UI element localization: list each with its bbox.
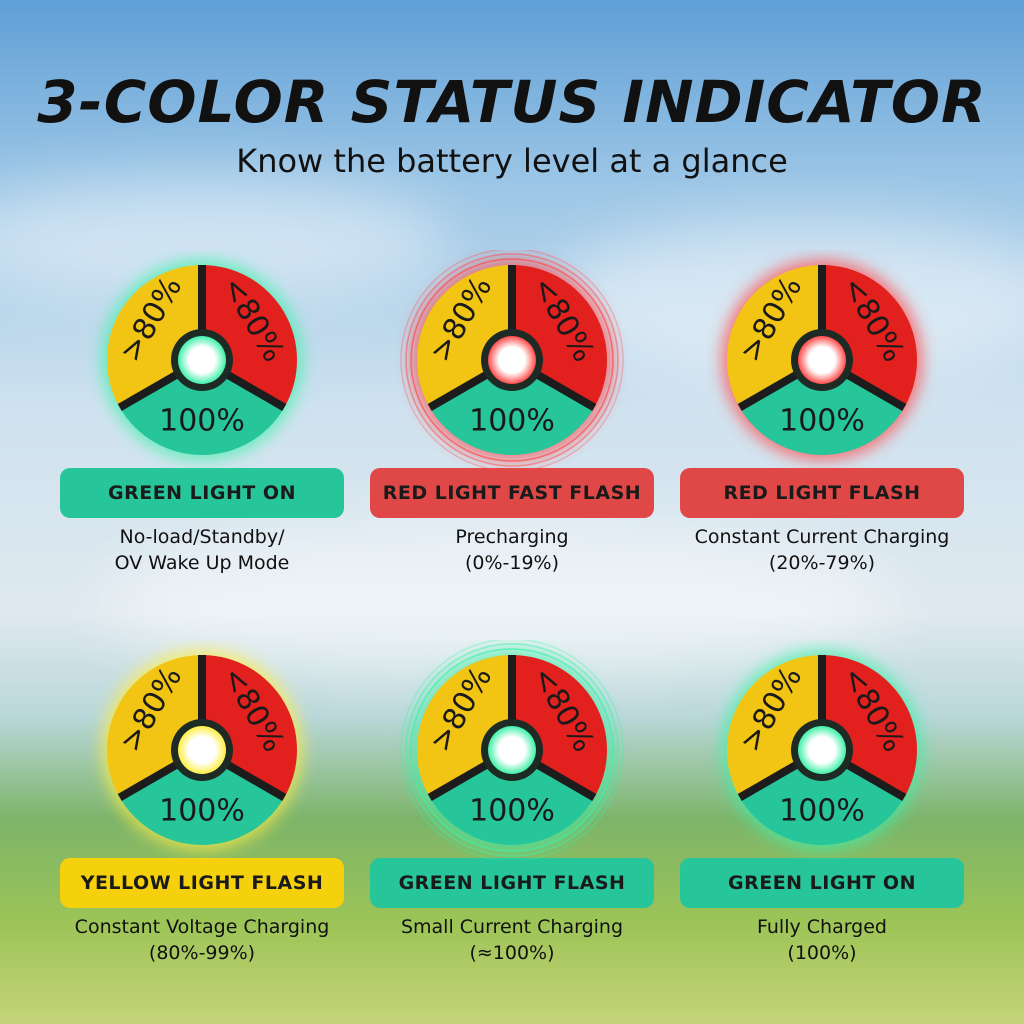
status-description: No-load/Standby/ OV Wake Up Mode: [114, 526, 290, 574]
status-description: Small Current Charging (≈100%): [400, 916, 624, 964]
status-badge: GREEN LIGHT FLASH: [370, 858, 654, 908]
flash-ring: [410, 258, 614, 462]
status-card: >80% <80% 100% RED LIGHT FLASH Constant …: [677, 250, 967, 576]
flash-ring: [400, 640, 624, 860]
led-light-icon: [798, 336, 846, 384]
led-light-icon: [798, 726, 846, 774]
label-teal: 100%: [469, 404, 555, 439]
status-description: Constant Voltage Charging (80%-99%): [74, 916, 330, 964]
status-card: >80% <80% 100% GREEN LIGHT ON No-load/St…: [57, 250, 347, 576]
indicator-dial: >80% <80% 100%: [722, 260, 922, 460]
status-description: Precharging (0%-19%): [455, 526, 569, 574]
led-light-icon: [178, 336, 226, 384]
flash-ring: [400, 250, 624, 470]
label-teal: 100%: [779, 794, 865, 829]
status-badge: YELLOW LIGHT FLASH: [60, 858, 344, 908]
status-card: >80% <80% 100% GREEN LIGHT ON Fully Char…: [677, 640, 967, 966]
status-description: Fully Charged (100%): [756, 916, 887, 964]
status-badge: RED LIGHT FLASH: [680, 468, 964, 518]
page-title: 3-COLOR STATUS INDICATOR: [37, 68, 987, 136]
label-teal: 100%: [779, 404, 865, 439]
status-card: >80% <80% 100% YELLOW LIGHT FLASH Consta…: [57, 640, 347, 966]
led-light-icon: [178, 726, 226, 774]
indicator-dial: >80% <80% 100%: [102, 650, 302, 850]
status-badge: GREEN LIGHT ON: [60, 468, 344, 518]
flash-ring: [405, 643, 619, 857]
status-badge: RED LIGHT FAST FLASH: [370, 468, 654, 518]
indicator-dial: >80% <80% 100%: [400, 640, 624, 860]
led-light-icon: [488, 726, 536, 774]
indicator-dial: >80% <80% 100%: [722, 650, 922, 850]
label-teal: 100%: [469, 794, 555, 829]
status-card: >80% <80% 100% RED LIGHT FAST FLASH Prec…: [367, 250, 657, 576]
status-card: >80% <80% 100% GREEN LIGHT FLASH Small C…: [367, 640, 657, 966]
indicator-dial: >80% <80% 100%: [400, 250, 624, 470]
flash-ring: [405, 253, 619, 467]
page-subtitle: Know the battery level at a glance: [236, 142, 788, 180]
status-description: Constant Current Charging (20%-79%): [694, 526, 950, 574]
flash-ring: [410, 648, 614, 852]
status-badge: GREEN LIGHT ON: [680, 858, 964, 908]
label-teal: 100%: [159, 794, 245, 829]
indicator-dial: >80% <80% 100%: [102, 260, 302, 460]
label-teal: 100%: [159, 404, 245, 439]
led-light-icon: [488, 336, 536, 384]
